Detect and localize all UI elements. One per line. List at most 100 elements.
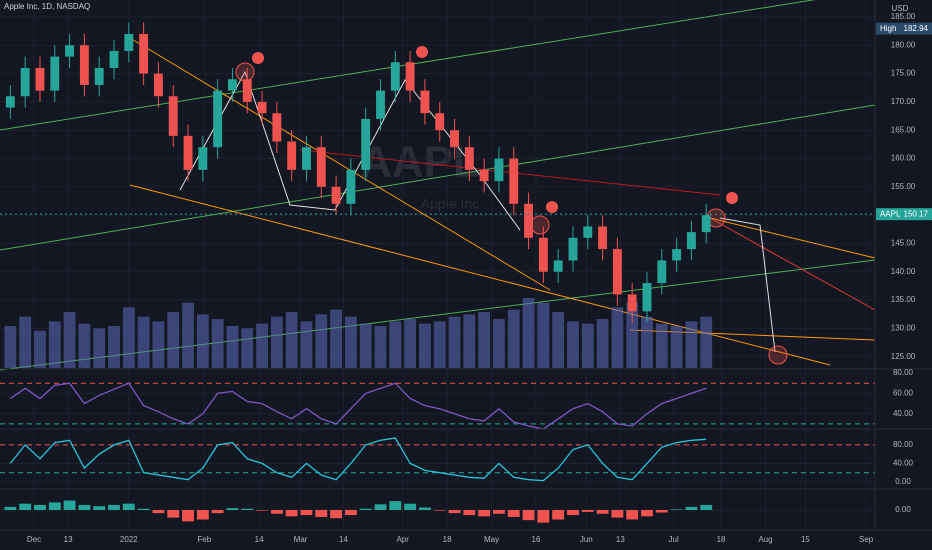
y-tick-label: 125.00 (891, 352, 916, 361)
candle-body (435, 113, 445, 131)
volume-bar (596, 319, 609, 368)
x-tick-label: 13 (616, 535, 625, 544)
candle-body (672, 249, 682, 261)
trend-lines (0, 0, 876, 371)
histogram-bar (493, 510, 505, 514)
candle-body (242, 79, 252, 102)
histogram-bar (463, 510, 476, 516)
volume-bar (522, 298, 535, 368)
y-tick-label: 180.00 (891, 40, 916, 49)
marks (0, 22, 875, 523)
volume-bar (211, 319, 224, 368)
histogram-bar (581, 510, 594, 512)
candle-body (464, 147, 474, 170)
x-tick-label: 16 (532, 535, 541, 544)
histogram-bar (196, 510, 209, 520)
histogram-bar (522, 510, 535, 521)
histogram-bar (152, 510, 165, 514)
y-tick-label: 185.00 (891, 12, 916, 21)
volume-bar (226, 326, 239, 368)
histogram-bar (478, 510, 491, 517)
histogram-bar (300, 510, 313, 516)
volume-bar (463, 314, 476, 368)
histogram-bar (596, 510, 609, 514)
candle-body (213, 90, 223, 148)
volume-bar (300, 321, 313, 368)
histogram-bar (374, 504, 387, 510)
candle-body (65, 45, 75, 57)
histogram-bar (389, 501, 402, 510)
volume-bar (256, 323, 268, 368)
last-price-name: AAPL (880, 209, 901, 218)
candle-body (494, 158, 504, 182)
volume-bar (63, 312, 76, 368)
volume-bar (581, 323, 594, 368)
volume-bar (626, 302, 639, 368)
volume-bar (478, 312, 491, 368)
histogram-bar (537, 510, 550, 523)
histogram-bar (641, 510, 653, 517)
candle-body (538, 237, 548, 272)
candle-body (509, 158, 519, 204)
volume-bar (137, 316, 150, 368)
y-tick-label: 140.00 (891, 267, 916, 276)
candle-body (598, 226, 608, 250)
x-tick-label: 18 (717, 535, 726, 544)
histogram-bar (552, 510, 565, 520)
histogram-bar (48, 502, 61, 510)
volume-bar (78, 323, 91, 368)
histogram-bar (567, 510, 579, 516)
histogram-bar (418, 507, 431, 510)
x-tick-label: Mar (294, 535, 308, 544)
candle-body (20, 67, 30, 97)
candle-body (346, 169, 356, 204)
candle-body (583, 226, 593, 238)
histogram-bar (34, 504, 46, 510)
volume-bar (611, 307, 624, 368)
volume-bar (567, 321, 579, 368)
volume-bar (196, 314, 209, 368)
volume-bar (19, 316, 32, 368)
histogram-bar (270, 510, 283, 514)
candle-body (35, 67, 45, 91)
currency: USD (892, 4, 909, 13)
volume-bar (4, 326, 17, 368)
histogram-bar (211, 510, 224, 514)
y-tick-label: 145.00 (891, 239, 916, 248)
y-tick-label: 170.00 (891, 97, 916, 106)
histogram-bar (78, 504, 91, 510)
volume-bar (93, 328, 106, 368)
candle-body (553, 260, 563, 272)
candle-body (642, 283, 652, 312)
volume-bar (374, 326, 387, 368)
histogram-bar (63, 500, 76, 510)
histogram-bar (4, 506, 17, 510)
y-tick-label: 160.00 (891, 154, 916, 163)
histogram-bar (93, 506, 106, 510)
volume-bar (685, 321, 698, 368)
volume-bar (552, 312, 565, 368)
candle-body (287, 141, 297, 170)
histogram-bar (241, 508, 254, 510)
histogram-bar (700, 504, 713, 510)
candle-body (701, 215, 711, 233)
histogram-bar (226, 508, 239, 510)
candle-body (568, 237, 578, 261)
volume-bar (389, 321, 402, 368)
volume-bar (167, 312, 180, 368)
candle-body (450, 130, 459, 148)
candle-body (5, 96, 15, 108)
volume-bar (641, 316, 653, 368)
candle-body (657, 260, 667, 284)
volume-bar (108, 326, 120, 368)
last-price-value: 150.17 (904, 209, 929, 218)
volume-bar (315, 314, 328, 368)
candle-body (405, 62, 415, 91)
volume-bar (507, 309, 520, 368)
histogram-bar (108, 504, 120, 510)
volume-bar (152, 321, 165, 368)
candle-body (183, 135, 193, 170)
indicator-line (9, 437, 707, 482)
y-tick-label: 155.00 (891, 182, 916, 191)
